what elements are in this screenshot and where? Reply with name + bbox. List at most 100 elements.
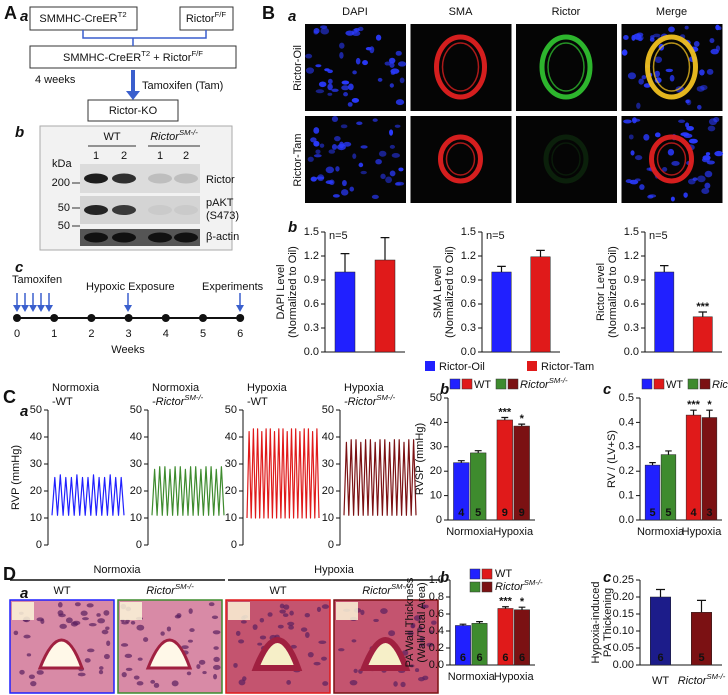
arrow-head <box>37 305 45 312</box>
bar <box>334 271 356 353</box>
n-label: 5 <box>665 507 671 519</box>
y-tick-label: 20 <box>430 465 442 477</box>
nucleus <box>352 153 357 159</box>
nucleus <box>351 639 357 643</box>
significance: *** <box>499 596 513 608</box>
lane-label: 1 <box>157 150 163 162</box>
error-bar <box>459 623 467 626</box>
nucleus <box>137 657 143 661</box>
pressure-trace <box>51 474 125 516</box>
nucleus <box>692 177 698 181</box>
nucleus <box>389 144 396 149</box>
superscript: T2 <box>118 10 127 19</box>
vessel <box>547 42 585 92</box>
nucleus <box>313 154 322 158</box>
nucleus <box>667 148 675 156</box>
superscript: SM-/- <box>184 393 203 402</box>
nucleus <box>341 85 350 91</box>
nucleus <box>310 137 317 143</box>
nucleus <box>13 630 19 636</box>
y-tick-label: 30 <box>30 458 42 470</box>
nucleus <box>290 644 297 649</box>
nucleus <box>636 102 641 109</box>
sublabel: b <box>15 124 24 141</box>
airspace <box>228 602 250 620</box>
y-axis-label: SMA Level <box>432 266 444 319</box>
row-label: Rictor-Oil <box>292 45 304 91</box>
nucleus <box>686 99 692 106</box>
band <box>84 232 108 243</box>
panel-letter: B <box>262 3 275 23</box>
nucleus <box>400 681 406 688</box>
nucleus <box>625 179 633 184</box>
nucleus <box>715 45 721 52</box>
treatment: Tamoxifen (Tam) <box>142 80 223 92</box>
image-label: RictorSM-/- <box>146 582 194 597</box>
channel-label: Merge <box>656 6 687 18</box>
group-label: Normoxia <box>93 564 141 576</box>
y-tick-label: 0 <box>36 539 42 551</box>
nucleus <box>240 620 247 624</box>
airspace <box>336 602 358 620</box>
nucleus <box>389 129 394 136</box>
x-tick-label: Normoxia <box>446 526 494 538</box>
y-tick-label: 0.0 <box>304 346 319 358</box>
nucleus <box>665 68 673 73</box>
significance: *** <box>687 399 701 411</box>
error-bar <box>501 416 509 420</box>
error-bar <box>660 265 669 272</box>
bar <box>685 414 702 521</box>
nucleus <box>98 669 104 675</box>
y-tick-label: 0.6 <box>304 298 319 310</box>
micrograph <box>621 116 724 203</box>
error-bar <box>476 621 483 624</box>
nucleus <box>30 681 37 687</box>
nucleus <box>153 682 160 688</box>
nucleus <box>202 671 207 675</box>
x-tick-label: Hypoxia <box>682 526 723 538</box>
vessel <box>652 42 691 92</box>
nucleus <box>623 35 629 41</box>
y-tick-label: 40 <box>130 431 142 443</box>
panel-letter: D <box>3 564 16 584</box>
legend-label: Rictor-Oil <box>439 361 485 373</box>
vessel <box>434 34 487 100</box>
nucleus <box>313 30 319 35</box>
micrograph <box>621 24 723 111</box>
error-bar <box>497 265 506 272</box>
nucleus <box>649 37 655 42</box>
error-bar <box>690 409 697 416</box>
nucleus <box>372 118 378 122</box>
row-label: Rictor-Tam <box>292 133 304 186</box>
superscript: SM-/- <box>524 578 543 587</box>
nucleus <box>643 134 650 141</box>
nucleus <box>36 670 44 675</box>
nucleus <box>332 194 340 198</box>
image-label: RictorSM-/- <box>362 582 410 597</box>
y-tick-label: 1.0 <box>429 574 444 586</box>
y-tick-label: 0.0 <box>461 346 476 358</box>
micrograph <box>410 116 512 203</box>
arrow-head <box>45 305 53 312</box>
y-tick-label: 0.3 <box>619 441 634 453</box>
y-tick-label: 1.5 <box>304 226 319 238</box>
nucleus <box>339 42 345 49</box>
event-label: Experiments <box>202 281 264 293</box>
y-tick-label: 10 <box>225 512 237 524</box>
y-tick-label: 0.5 <box>619 392 634 404</box>
nucleus <box>315 64 322 68</box>
nucleus <box>267 612 273 617</box>
nucleus <box>697 104 702 110</box>
y-tick-label: 0.10 <box>613 625 634 637</box>
nucleus <box>431 620 437 625</box>
nucleus <box>133 675 140 680</box>
bar <box>374 259 396 353</box>
nucleus <box>335 166 340 172</box>
nucleus <box>389 170 396 177</box>
panel-letter: C <box>3 387 16 407</box>
nucleus <box>238 639 245 644</box>
text-part: + Rictor <box>150 52 192 64</box>
blot-group: WT <box>103 131 120 143</box>
nucleus <box>124 653 133 658</box>
nucleus <box>360 609 365 616</box>
